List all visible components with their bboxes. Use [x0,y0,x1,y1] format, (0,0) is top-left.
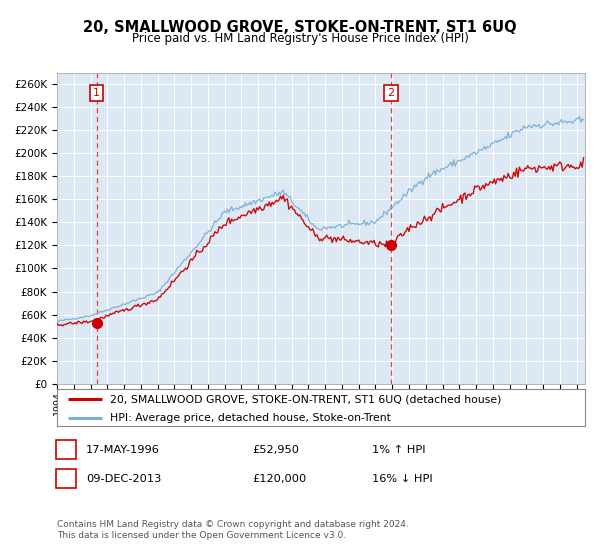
Text: 16% ↓ HPI: 16% ↓ HPI [372,474,433,484]
Text: 2: 2 [62,474,70,484]
Text: 17-MAY-1996: 17-MAY-1996 [86,445,160,455]
Text: 2: 2 [388,88,395,98]
Text: 1% ↑ HPI: 1% ↑ HPI [372,445,425,455]
Text: 20, SMALLWOOD GROVE, STOKE-ON-TRENT, ST1 6UQ (detached house): 20, SMALLWOOD GROVE, STOKE-ON-TRENT, ST1… [110,394,501,404]
Text: Price paid vs. HM Land Registry's House Price Index (HPI): Price paid vs. HM Land Registry's House … [131,32,469,45]
Text: 20, SMALLWOOD GROVE, STOKE-ON-TRENT, ST1 6UQ: 20, SMALLWOOD GROVE, STOKE-ON-TRENT, ST1… [83,20,517,35]
Text: 1: 1 [62,445,70,455]
Text: HPI: Average price, detached house, Stoke-on-Trent: HPI: Average price, detached house, Stok… [110,413,391,423]
Text: 1: 1 [93,88,100,98]
Text: 09-DEC-2013: 09-DEC-2013 [86,474,161,484]
Text: £120,000: £120,000 [252,474,306,484]
Text: Contains HM Land Registry data © Crown copyright and database right 2024.
This d: Contains HM Land Registry data © Crown c… [57,520,409,540]
Text: £52,950: £52,950 [252,445,299,455]
